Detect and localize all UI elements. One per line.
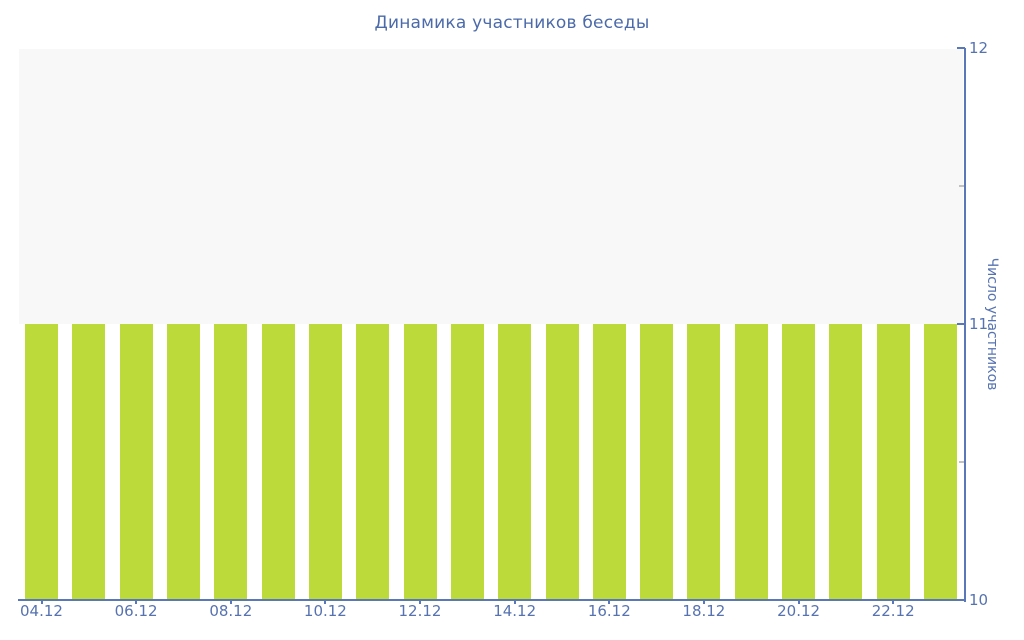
x-tick-label: 14.12	[493, 602, 537, 620]
chart-title: Динамика участников беседы	[374, 13, 650, 33]
bar	[450, 324, 484, 599]
bar	[403, 324, 437, 599]
x-tick	[419, 600, 421, 604]
x-tick	[135, 600, 138, 604]
bar	[356, 324, 390, 599]
bar	[829, 324, 863, 599]
y-major-tick	[957, 323, 965, 325]
upper-band	[19, 49, 963, 324]
y-tick-label: 11	[969, 315, 989, 333]
x-tick-label: 12.12	[398, 602, 442, 620]
bar	[498, 324, 532, 599]
bar	[734, 324, 768, 599]
x-tick-label: 04.12	[20, 602, 63, 620]
bar	[166, 324, 200, 599]
x-tick-label: 16.12	[587, 602, 631, 620]
bar	[72, 324, 106, 599]
bar	[545, 324, 579, 599]
x-tick-label: 08.12	[209, 602, 253, 620]
x-tick	[513, 600, 516, 604]
bar	[924, 324, 957, 599]
x-tick	[892, 600, 895, 604]
x-tick	[229, 600, 232, 604]
bar	[592, 324, 626, 599]
x-tick	[608, 600, 611, 604]
x-tick	[797, 600, 800, 604]
x-tick	[324, 600, 327, 604]
bar	[25, 324, 58, 599]
x-tick-label: 20.12	[777, 602, 821, 620]
bar	[687, 324, 721, 599]
bar	[640, 324, 674, 599]
bar	[214, 324, 248, 599]
x-tick	[40, 600, 43, 604]
y-axis-line	[964, 48, 966, 602]
bar	[261, 324, 295, 599]
y-minor-tick	[959, 461, 964, 463]
y-major-tick	[957, 47, 965, 49]
x-tick-label: 22.12	[871, 602, 915, 620]
x-tick	[702, 600, 705, 604]
x-tick-label: 18.12	[682, 602, 726, 620]
y-major-tick	[957, 599, 965, 601]
x-tick-label: 10.12	[303, 602, 347, 620]
bar	[782, 324, 816, 599]
bar	[308, 324, 342, 599]
y-tick-label: 10	[969, 591, 989, 609]
x-axis-line	[18, 599, 966, 601]
y-minor-tick	[959, 185, 964, 187]
bar	[876, 324, 910, 599]
bar	[119, 324, 153, 599]
y-tick-label: 12	[969, 39, 989, 57]
x-tick-label: 06.12	[114, 602, 158, 620]
